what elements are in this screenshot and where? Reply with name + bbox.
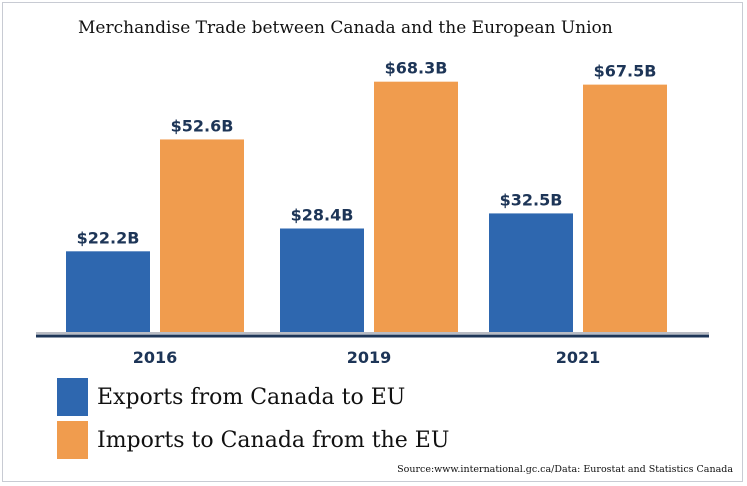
bar-imports-2016 bbox=[160, 139, 244, 333]
bar-imports-2021 bbox=[583, 84, 667, 333]
legend-label-exports: Exports from Canada to EU bbox=[97, 384, 406, 410]
data-label-imports-2021: $67.5B bbox=[594, 62, 657, 81]
value-labels-layer: $22.2B $52.6B $28.4B $68.3B $32.5B $67.5B bbox=[77, 59, 657, 248]
chart-frame bbox=[2, 2, 743, 482]
legend-item-imports: Imports to Canada from the EU bbox=[57, 421, 449, 459]
bars-layer bbox=[66, 81, 667, 333]
data-label-imports-2016: $52.6B bbox=[171, 116, 234, 135]
source-note: Source:www.international.gc.ca/Data: Eur… bbox=[397, 464, 733, 475]
bar-exports-2019 bbox=[280, 228, 364, 333]
data-label-imports-2019: $68.3B bbox=[385, 59, 448, 78]
bar-exports-2021 bbox=[489, 213, 573, 333]
data-label-exports-2021: $32.5B bbox=[500, 190, 563, 209]
legend-swatch-imports bbox=[57, 421, 88, 459]
bar-imports-2019 bbox=[374, 81, 458, 333]
x-tick-label-2021: 2021 bbox=[556, 348, 601, 367]
x-tick-label-2019: 2019 bbox=[347, 348, 392, 367]
bar-exports-2016 bbox=[66, 251, 150, 333]
data-label-exports-2016: $22.2B bbox=[77, 228, 140, 247]
x-tick-label-2016: 2016 bbox=[133, 348, 178, 367]
chart-title: Merchandise Trade between Canada and the… bbox=[78, 18, 613, 38]
legend-swatch-exports bbox=[57, 378, 88, 416]
data-label-exports-2019: $28.4B bbox=[291, 205, 354, 224]
legend: Exports from Canada to EU Imports to Can… bbox=[57, 378, 449, 464]
legend-label-imports: Imports to Canada from the EU bbox=[97, 427, 450, 453]
legend-item-exports: Exports from Canada to EU bbox=[57, 378, 449, 416]
x-tick-labels-layer: 2016 2019 2021 bbox=[133, 348, 601, 367]
